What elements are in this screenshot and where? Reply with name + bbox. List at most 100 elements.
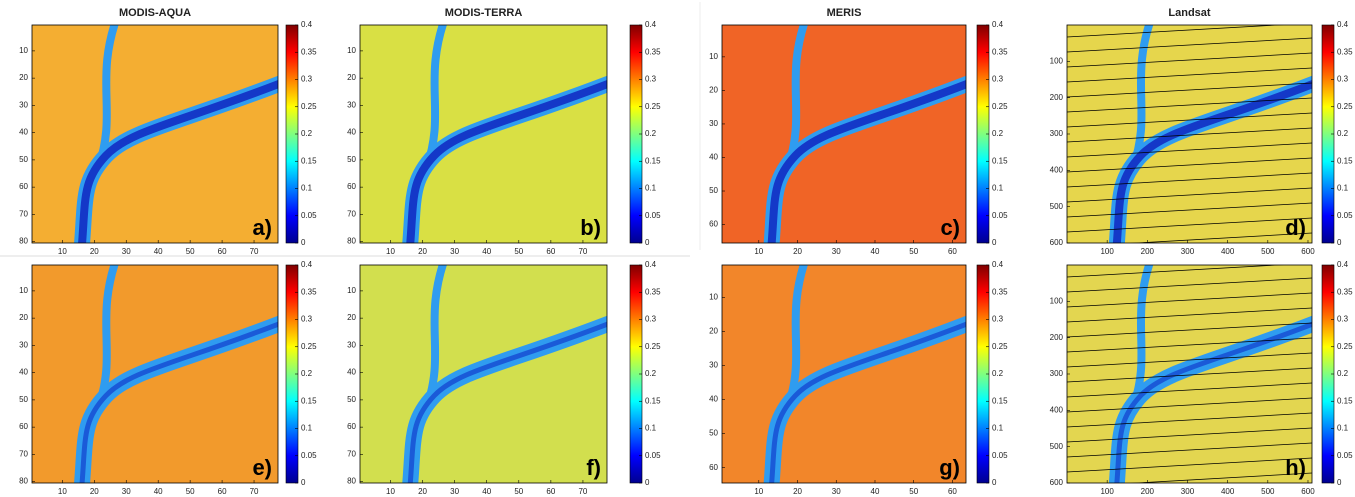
x-tick-label: 600	[1301, 487, 1315, 496]
x-tick-label: 30	[832, 247, 841, 256]
scan-stripe	[1067, 172, 1312, 188]
y-tick-label: 10	[347, 46, 356, 55]
y-tick-label: 30	[709, 361, 718, 370]
scan-stripe	[1067, 52, 1312, 68]
y-tick-label: 600	[1050, 238, 1064, 247]
colorbar-tick-label: 0.3	[1337, 315, 1349, 324]
x-tick-label: 50	[186, 487, 195, 496]
raster	[32, 265, 278, 483]
x-tick-label: 20	[793, 487, 802, 496]
river-edge	[422, 25, 448, 169]
y-tick-label: 20	[709, 86, 718, 95]
colorbar-tick-label: 0.3	[992, 75, 1004, 84]
scan-stripe	[1067, 322, 1312, 338]
y-tick-label: 70	[19, 209, 28, 218]
colorbar-tick-label: 0.15	[645, 156, 661, 165]
colorbar-tick-label: 0	[301, 478, 306, 487]
y-tick-label: 100	[1050, 56, 1064, 65]
y-tick-label: 20	[347, 73, 356, 82]
y-tick-label: 400	[1050, 405, 1064, 414]
x-tick-label: 10	[754, 487, 763, 496]
y-tick-label: 60	[709, 220, 718, 229]
scan-stripe	[1129, 232, 1312, 243]
river-edge	[784, 265, 809, 409]
colorbar-tick-label: 0.25	[1337, 102, 1353, 111]
x-tick-label: 70	[578, 247, 587, 256]
colorbar-tick-label: 0.2	[1337, 129, 1349, 138]
scan-stripe	[1067, 337, 1312, 353]
scan-stripe	[1067, 367, 1312, 383]
panel-label: h)	[1285, 455, 1306, 480]
river-edge	[94, 265, 119, 409]
x-tick-label: 60	[218, 247, 227, 256]
y-tick-label: 30	[347, 100, 356, 109]
y-tick-label: 200	[1050, 93, 1064, 102]
plot-frame	[359, 24, 608, 244]
colorbar-tick-label: 0.1	[992, 184, 1004, 193]
colorbar-tick-label: 0	[1337, 478, 1342, 487]
colorbar-tick-label: 0.2	[301, 369, 313, 378]
colorbar-tick-label: 0.3	[645, 315, 657, 324]
colorbar-tick-label: 0.25	[992, 102, 1008, 111]
y-tick-label: 60	[709, 463, 718, 472]
colorbar-tick-label: 0	[645, 238, 650, 247]
colorbar-tick-label: 0.3	[992, 315, 1004, 324]
y-tick-label: 50	[19, 395, 28, 404]
x-tick-label: 10	[386, 487, 395, 496]
river-edge	[422, 265, 448, 409]
x-tick-label: 70	[250, 247, 259, 256]
colorbar-tick-label: 0.1	[645, 424, 657, 433]
colorbar-tick-label: 0	[645, 478, 650, 487]
scan-stripe	[1067, 442, 1312, 458]
colorbar-tick-label: 0.3	[301, 75, 313, 84]
scan-stripe	[1067, 157, 1312, 173]
panel-label: a)	[252, 215, 272, 240]
x-tick-label: 200	[1141, 487, 1155, 496]
x-tick-label: 30	[450, 247, 459, 256]
y-tick-label: 20	[19, 313, 28, 322]
y-tick-label: 50	[709, 186, 718, 195]
colorbar-tick-label: 0.25	[645, 342, 661, 351]
y-tick-label: 60	[347, 182, 356, 191]
scan-stripe	[1067, 112, 1312, 128]
x-tick-label: 50	[514, 247, 523, 256]
river-edge	[1129, 25, 1154, 169]
x-tick-label: 400	[1221, 247, 1235, 256]
colorbar-tick-label: 0.15	[992, 156, 1008, 165]
colorbar-tick-label: 0.3	[301, 315, 313, 324]
x-tick-label: 40	[871, 247, 880, 256]
river	[767, 79, 966, 243]
y-tick-label: 40	[19, 128, 28, 137]
y-tick-label: 20	[347, 313, 356, 322]
x-tick-label: 60	[948, 487, 957, 496]
colorbar-tick-label: 0.05	[992, 451, 1008, 460]
x-tick-label: 30	[450, 487, 459, 496]
colorbar-tick-label: 0.2	[645, 369, 657, 378]
colorbar-tick-label: 0.4	[301, 260, 313, 269]
y-tick-label: 40	[347, 128, 356, 137]
colorbar-tick-label: 0.15	[1337, 156, 1353, 165]
x-tick-label: 50	[909, 247, 918, 256]
x-tick-label: 20	[90, 487, 99, 496]
x-tick-label: 100	[1100, 487, 1114, 496]
x-tick-label: 400	[1221, 487, 1235, 496]
colorbar-tick-label: 0.35	[992, 47, 1008, 56]
raster	[32, 25, 278, 243]
x-tick-label: 300	[1181, 247, 1195, 256]
colorbar-tick-label: 0.2	[645, 129, 657, 138]
scan-stripe	[1067, 397, 1312, 413]
scan-stripe	[1067, 202, 1312, 218]
x-tick-label: 20	[90, 247, 99, 256]
x-tick-label: 40	[482, 247, 491, 256]
plot-frame	[359, 264, 608, 484]
x-tick-label: 40	[154, 487, 163, 496]
colorbar-tick-label: 0.1	[1337, 184, 1349, 193]
colorbar-tick-label: 0.4	[645, 20, 657, 29]
scan-stripe	[1067, 37, 1312, 53]
panel-label: e)	[252, 455, 272, 480]
y-tick-label: 50	[709, 429, 718, 438]
colorbar-tick-label: 0	[301, 238, 306, 247]
colorbar-tick-label: 0.05	[1337, 211, 1353, 220]
y-tick-label: 10	[709, 52, 718, 61]
y-tick-label: 40	[709, 395, 718, 404]
